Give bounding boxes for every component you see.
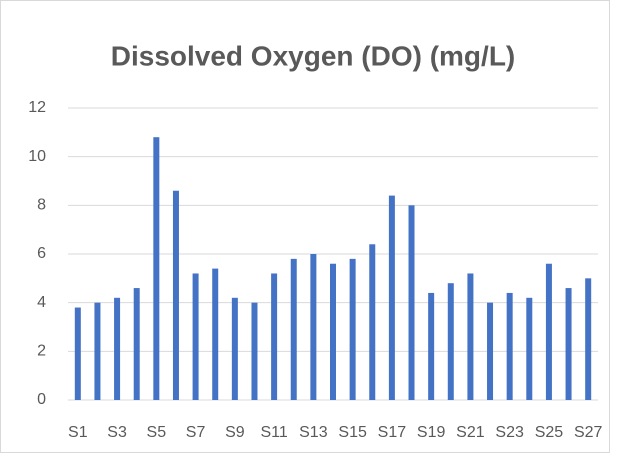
y-tick-label: 12 [28,99,46,116]
bar [74,307,81,400]
x-tick-label: S21 [456,424,485,441]
y-tick-label: 10 [28,148,46,165]
bar [114,297,121,400]
bar [388,195,395,400]
bar [271,273,278,400]
y-tick-label: 0 [37,391,46,408]
bar [153,137,160,400]
bar [585,278,592,400]
x-tick-label: S17 [378,424,407,441]
x-tick-label: S9 [225,424,245,441]
bar [408,205,415,400]
x-tick-label: S27 [574,424,603,441]
bar [310,254,317,400]
bar [330,263,336,400]
chart-title: Dissolved Oxygen (DO) (mg/L) [111,40,516,71]
x-tick-label: S1 [68,424,88,441]
y-tick-label: 8 [37,197,46,214]
x-tick-label: S7 [186,424,206,441]
bar [369,244,376,400]
bar [349,258,356,400]
y-tick-label: 6 [37,245,46,262]
y-tick-label: 4 [37,294,46,311]
x-tick-label: S23 [495,424,524,441]
bar [133,288,140,400]
x-tick-label: S13 [299,424,328,441]
bar [94,302,101,400]
x-tick-label: S15 [338,424,367,441]
bar [251,302,258,400]
bar [467,273,474,400]
bar [526,297,533,400]
x-tick-label: S3 [107,424,127,441]
bar [231,297,238,400]
bar [290,258,297,400]
bar [506,292,513,400]
bar [192,273,199,400]
x-tick-label: S11 [260,424,287,441]
bar [545,263,552,400]
bar [172,190,179,400]
bar [212,268,219,400]
y-tick-label: 2 [37,343,46,360]
x-tick-label: S25 [535,424,564,441]
x-tick-label: S19 [417,424,446,441]
bar [447,283,454,400]
x-tick-label: S5 [147,424,167,441]
bar [428,292,435,400]
bar [565,288,572,400]
bar [487,302,494,400]
